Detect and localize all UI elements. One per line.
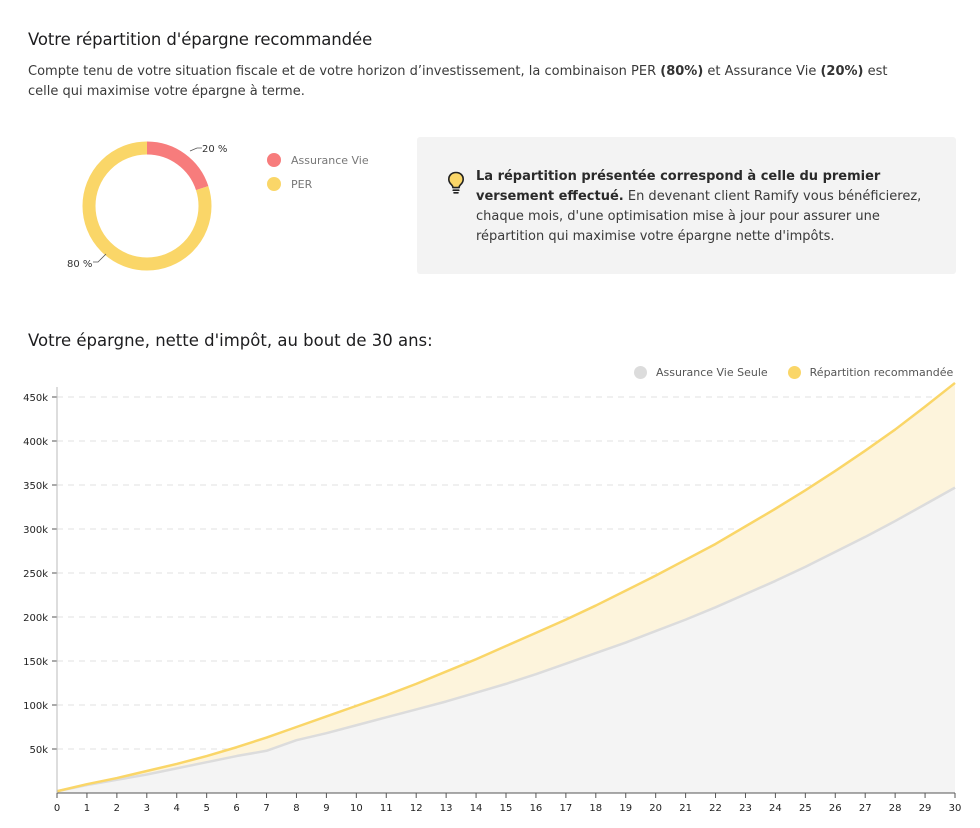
x-tick-label: 24 (769, 803, 782, 814)
av-percent: (20%) (820, 64, 864, 79)
area-recommandee (57, 382, 955, 793)
x-tick-label: 26 (829, 803, 842, 814)
label-leader-per (93, 253, 107, 263)
x-tick-label: 11 (380, 803, 393, 814)
x-tick-label: 15 (500, 803, 513, 814)
lightbulb-icon (447, 171, 465, 199)
x-tick-label: 18 (589, 803, 602, 814)
per-percent: (80%) (660, 64, 704, 79)
donut-label-per: 80 % (67, 259, 92, 270)
x-tick-label: 30 (949, 803, 962, 814)
x-tick-label: 28 (889, 803, 902, 814)
legend-label: Assurance Vie (291, 153, 369, 167)
legend-label: PER (291, 177, 313, 191)
info-body-text: En devenant client Ramify vous bénéficie… (476, 189, 922, 244)
legend-item-recommandee[interactable]: Répartition recommandée (787, 366, 954, 379)
y-tick-label: 250k (23, 569, 48, 580)
desc-text: et Assurance Vie (703, 64, 821, 79)
info-box: La répartition présentée correspond à ce… (417, 137, 956, 274)
y-tick-label: 450k (23, 393, 48, 404)
x-tick-label: 7 (263, 803, 269, 814)
x-tick-label: 29 (919, 803, 932, 814)
x-tick-label: 9 (323, 803, 329, 814)
x-tick-label: 27 (859, 803, 872, 814)
legend-dot-per (267, 177, 281, 191)
area-legend: Assurance Vie Seule Répartition recomman… (634, 366, 973, 379)
x-tick-label: 1 (84, 803, 90, 814)
x-tick-label: 14 (470, 803, 483, 814)
x-tick-label: 19 (619, 803, 632, 814)
x-tick-label: 12 (410, 803, 423, 814)
area-av-seule (57, 487, 955, 793)
x-tick-label: 10 (350, 803, 363, 814)
legend-label: Assurance Vie Seule (656, 366, 768, 379)
y-tick-label: 400k (23, 437, 48, 448)
y-tick-label: 200k (23, 613, 48, 624)
legend-dot-assurance-vie (267, 153, 281, 167)
x-tick-label: 13 (440, 803, 453, 814)
section-title-repartition: Votre répartition d'épargne recommandée (28, 30, 373, 49)
legend-item-av-seule[interactable]: Assurance Vie Seule (634, 366, 768, 379)
x-tick-label: 6 (233, 803, 239, 814)
donut-label-av: 20 % (202, 144, 227, 155)
donut-slice-per[interactable] (82, 141, 212, 271)
x-tick-label: 23 (739, 803, 752, 814)
desc-text: est celle qui maximise votre épargne à t… (28, 64, 888, 99)
x-tick-label: 17 (559, 803, 572, 814)
y-tick-label: 150k (23, 657, 48, 668)
x-tick-label: 0 (54, 803, 60, 814)
x-tick-label: 2 (114, 803, 120, 814)
repartition-description: Compte tenu de votre situation fiscale e… (28, 62, 908, 102)
y-tick-label: 300k (23, 525, 48, 536)
donut-svg: 20 % 80 % (67, 141, 227, 271)
section-title-epargne: Votre épargne, nette d'impôt, au bout de… (28, 331, 433, 350)
line-recommandee (56, 381, 956, 793)
x-tick-label: 22 (709, 803, 722, 814)
x-tick-label: 5 (203, 803, 209, 814)
x-tick-label: 16 (530, 803, 543, 814)
donut-chart: 20 % 80 % (60, 136, 360, 276)
x-tick-label: 3 (144, 803, 150, 814)
info-bold-text: La répartition présentée correspond à ce… (476, 169, 881, 204)
x-tick-label: 25 (799, 803, 812, 814)
x-tick-label: 8 (293, 803, 299, 814)
legend-dot-av-seule (634, 366, 647, 379)
legend-item-per[interactable]: PER (267, 172, 369, 196)
x-tick-label: 4 (174, 803, 180, 814)
y-tick-label: 50k (29, 745, 48, 756)
legend-item-assurance-vie[interactable]: Assurance Vie (267, 148, 369, 172)
info-text: La répartition présentée correspond à ce… (476, 167, 926, 247)
donut-legend: Assurance Vie PER (267, 148, 369, 196)
desc-text: Compte tenu de votre situation fiscale e… (28, 64, 661, 79)
x-tick-label: 21 (679, 803, 692, 814)
legend-label: Répartition recommandée (809, 366, 954, 379)
x-tick-label: 20 (649, 803, 662, 814)
line-av-seule (56, 486, 956, 793)
legend-dot-recommandee (787, 366, 801, 379)
y-tick-label: 350k (23, 481, 48, 492)
label-leader-av (189, 147, 202, 152)
y-tick-label: 100k (23, 701, 48, 712)
